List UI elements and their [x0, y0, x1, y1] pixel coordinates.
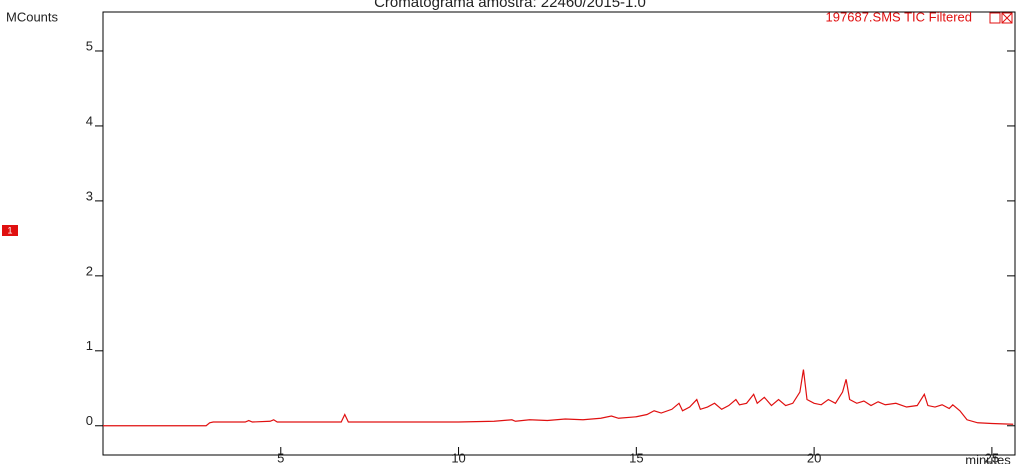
legend-entry: 197687.SMS TIC Filtered	[826, 9, 972, 24]
x-axis-label: minutes	[965, 452, 1011, 464]
y-tick-label: 2	[86, 263, 93, 278]
close-button[interactable]	[1001, 12, 1013, 24]
close-icon	[1001, 12, 1013, 24]
x-tick-label: 15	[629, 450, 643, 464]
plot-frame	[102, 11, 1016, 456]
y-tick-label: 1	[86, 338, 93, 353]
restore-button[interactable]	[989, 12, 1001, 24]
chart-title: Cromatograma amostra: 22460/2015-1.0	[374, 0, 646, 11]
y-tick-label: 3	[86, 188, 93, 203]
x-tick-label: 5	[277, 450, 284, 464]
trace-marker	[2, 225, 18, 236]
y-tick-label: 4	[86, 113, 93, 128]
y-tick-label: 5	[86, 38, 93, 53]
trace-marker-label: 1	[7, 225, 12, 235]
series-line	[103, 369, 1014, 427]
x-tick-label: 10	[451, 450, 465, 464]
y-tick-label: 0	[86, 413, 93, 428]
y-axis-label: MCounts	[6, 9, 59, 24]
x-tick-label: 25	[985, 450, 999, 464]
x-tick-label: 20	[807, 450, 821, 464]
